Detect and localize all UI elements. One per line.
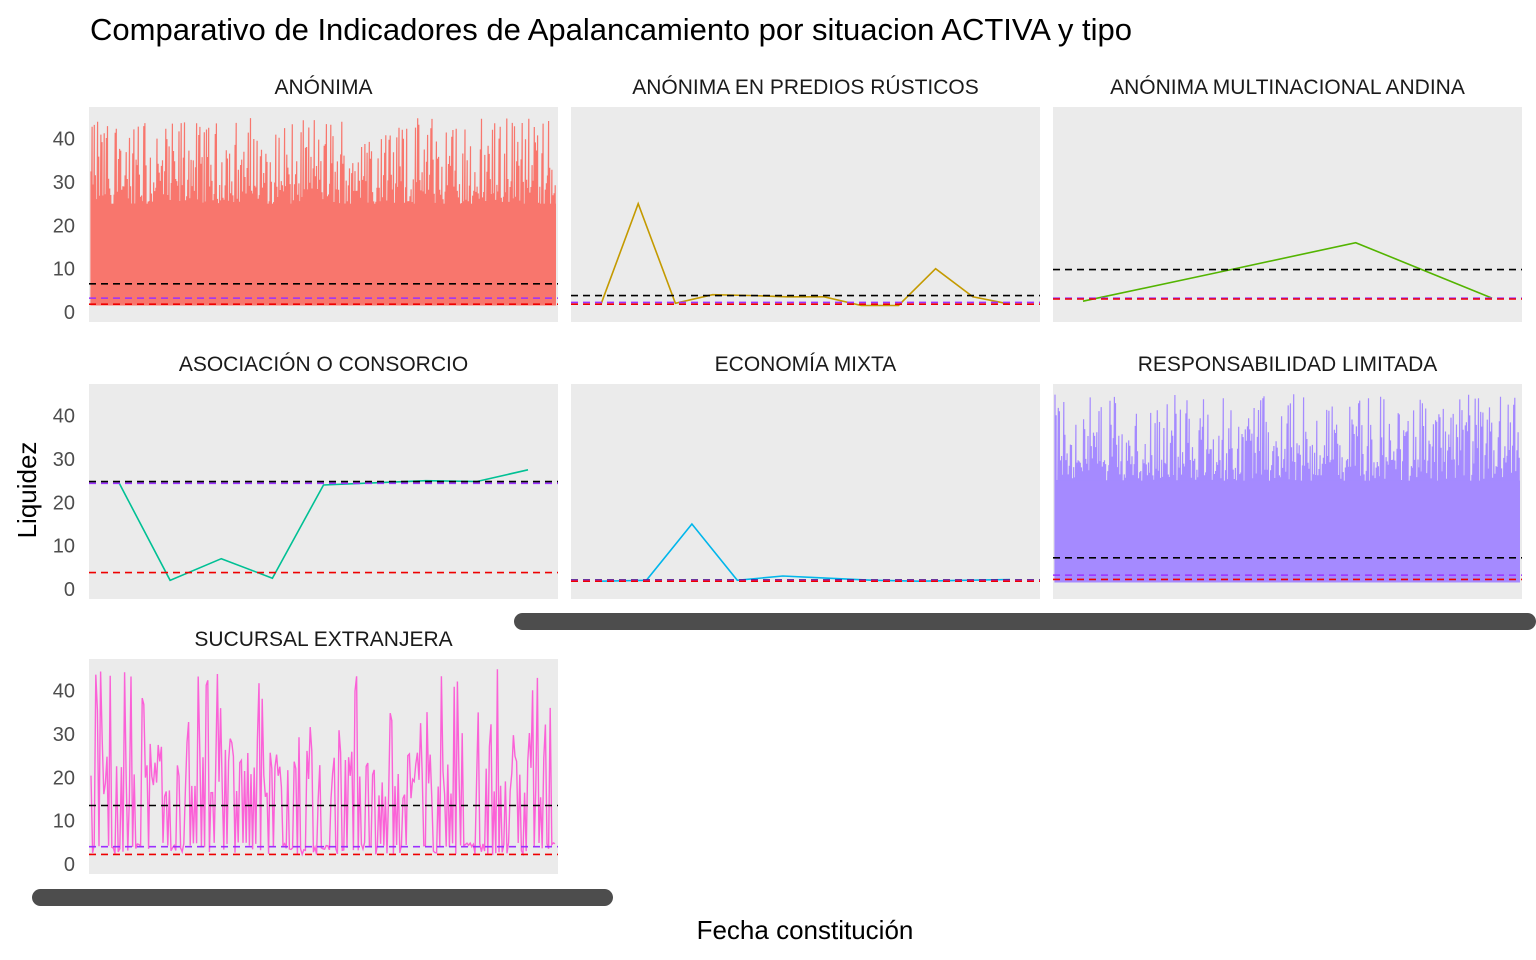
series-line — [600, 522, 1011, 583]
series-line — [600, 201, 1011, 307]
series-fill — [1055, 480, 1520, 583]
series-line — [90, 669, 556, 857]
panel-background — [571, 384, 1040, 599]
y-axis-label: Liquidez — [12, 442, 42, 539]
panel-background — [571, 107, 1040, 322]
y-tick-label: 30 — [53, 724, 75, 746]
series-area — [571, 201, 1040, 307]
facet-strip-label: ANÓNIMA EN PREDIOS RÚSTICOS — [632, 76, 979, 99]
series-area — [1053, 241, 1522, 302]
y-tick-label: 0 — [64, 854, 75, 876]
y-tick-label: 30 — [53, 172, 75, 194]
y-tick-label: 20 — [53, 492, 75, 514]
facet-strip-label: ANÓNIMA — [274, 76, 372, 99]
y-tick-label: 0 — [64, 302, 75, 324]
series-area — [571, 522, 1040, 583]
x-axis-bar-row-2 — [514, 613, 1536, 630]
x-axis-label: Fecha constitución — [697, 915, 914, 945]
panel-background — [89, 384, 558, 599]
facet-strip-label: ECONOMÍA MIXTA — [715, 353, 897, 376]
facet-strip-label: ASOCIACIÓN O CONSORCIO — [179, 353, 468, 376]
facet-strip-label: ANÓNIMA MULTINACIONAL ANDINA — [1110, 76, 1465, 99]
y-tick-label: 10 — [53, 536, 75, 558]
panel-background — [1053, 107, 1522, 322]
chart-title: Comparativo de Indicadores de Apalancami… — [90, 12, 1132, 47]
y-tick-label: 20 — [53, 767, 75, 789]
y-tick-label: 20 — [53, 215, 75, 237]
series-line — [1082, 241, 1493, 302]
facet-panels: ANÓNIMA 0 10 20 30 40 ANÓNIMA EN PREDIOS RÚSTI… — [53, 76, 1522, 876]
y-tick-label: 40 — [53, 129, 75, 151]
series-area — [89, 669, 558, 857]
y-tick-label: 30 — [53, 449, 75, 471]
facet-sucursal-extranjera: SUCURSAL EXTRANJERA 0 10 20 30 40 — [53, 628, 558, 876]
facet-anonima-multinacional-andina: ANÓNIMA MULTINACIONAL ANDINA — [1053, 76, 1522, 322]
series-area — [89, 118, 558, 306]
facet-responsabilidad-limitada: RESPONSABILIDAD LIMITADA — [1053, 353, 1522, 599]
y-tick-label: 40 — [53, 681, 75, 703]
facet-strip-label: SUCURSAL EXTRANJERA — [194, 628, 452, 651]
facet-anonima: ANÓNIMA 0 10 20 30 40 — [53, 76, 558, 324]
series-area — [1053, 394, 1522, 583]
series-fill — [91, 203, 556, 306]
series-area — [89, 469, 558, 582]
facet-anonima-en-predios-rusticos: ANÓNIMA EN PREDIOS RÚSTICOS — [571, 76, 1040, 322]
y-tick-label: 40 — [53, 406, 75, 428]
y-tick-label: 0 — [64, 579, 75, 601]
x-axis-bar-row-3 — [32, 889, 613, 906]
facet-economia-mixta: ECONOMÍA MIXTA — [571, 353, 1040, 599]
facet-asociacion-o-consorcio: ASOCIACIÓN O CONSORCIO 0 10 20 30 40 — [53, 353, 558, 601]
facet-strip-label: RESPONSABILIDAD LIMITADA — [1138, 353, 1438, 376]
y-tick-label: 10 — [53, 811, 75, 833]
y-tick-label: 10 — [53, 259, 75, 281]
